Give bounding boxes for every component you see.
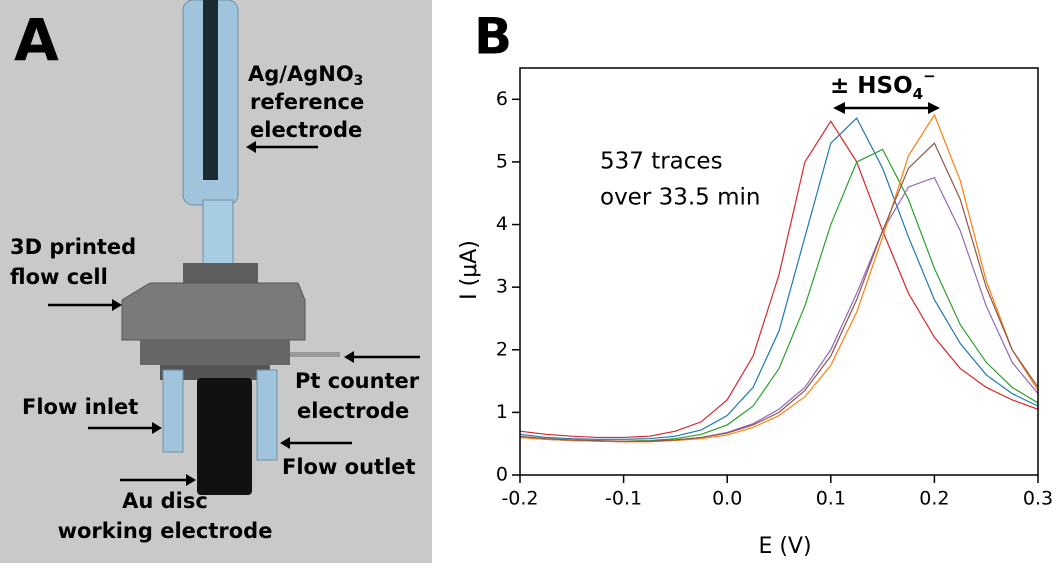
arrowhead — [186, 474, 196, 486]
arrowhead — [246, 141, 256, 153]
shift-label-superscript: − — [923, 67, 936, 85]
cell-bottom — [140, 340, 290, 365]
x-tick-label: 0.3 — [1023, 488, 1053, 510]
annotation: 537 traces — [600, 149, 723, 175]
arrowhead — [344, 351, 354, 363]
counter-label: Pt counter — [295, 369, 420, 393]
working-label: working electrode — [58, 519, 273, 543]
shift-label: ± HSO4− — [830, 67, 936, 103]
trace — [520, 148, 1038, 442]
arrowhead — [280, 437, 290, 449]
x-tick-label: 0.1 — [816, 488, 846, 510]
x-axis-title: E (V) — [758, 534, 811, 559]
reference-label-line: electrode — [250, 118, 362, 142]
annotation: over 33.5 min — [600, 185, 761, 211]
cell-base — [160, 365, 270, 380]
reference-subscript: 3 — [354, 73, 364, 89]
shift-label-main: ± HSO — [830, 73, 913, 99]
panel-label: A — [14, 6, 59, 74]
panel-a: A Ag/AgNO3 reference electrode 3D printe… — [0, 0, 432, 563]
arrowhead — [833, 102, 845, 114]
outlet-label: Flow outlet — [282, 455, 416, 479]
arrowhead — [928, 102, 940, 114]
reference-main: Ag/AgNO — [248, 62, 354, 86]
x-tick-label: -0.1 — [605, 488, 642, 510]
flow-cell-label: 3D printed — [10, 235, 136, 259]
flow-cell — [121, 282, 306, 341]
flow-cell-label: flow cell — [10, 265, 108, 289]
panel-b: B E (V) I (μA) 537 traces over 33.5 min … — [457, 8, 1053, 560]
y-tick-label: 6 — [496, 88, 508, 110]
pt-wire — [290, 352, 340, 357]
x-tick-label: -0.2 — [501, 488, 538, 510]
counter-label: electrode — [297, 399, 409, 423]
reference-label-line: reference — [250, 90, 364, 114]
arrowhead — [112, 299, 122, 311]
working-electrode — [197, 378, 252, 495]
y-tick-label: 2 — [496, 338, 508, 360]
reference-wire — [203, 0, 218, 180]
panel-label: B — [474, 8, 512, 66]
arrowhead — [152, 422, 162, 434]
outlet-tube — [256, 369, 278, 461]
inlet-label: Flow inlet — [22, 395, 138, 419]
working-label: Au disc — [122, 489, 208, 513]
x-tick-label: 0.0 — [712, 488, 742, 510]
y-tick-label: 1 — [496, 401, 508, 423]
y-tick-label: 3 — [496, 276, 508, 298]
trace — [520, 113, 1038, 443]
trace — [520, 142, 1038, 442]
x-tick-label: 0.2 — [919, 488, 949, 510]
trace — [520, 120, 1038, 439]
y-axis-title: I (μA) — [457, 240, 482, 300]
inlet-tube — [162, 369, 184, 453]
y-tick-label: 4 — [496, 213, 508, 235]
trace — [520, 117, 1038, 440]
reference-tip — [202, 199, 234, 266]
y-tick-label: 5 — [496, 150, 508, 172]
reference-label: Ag/AgNO3 — [248, 62, 363, 89]
y-tick-label: 0 — [496, 464, 508, 486]
trace — [520, 176, 1038, 443]
plot-frame — [519, 67, 1039, 476]
shift-label-subscript: 4 — [913, 85, 923, 103]
